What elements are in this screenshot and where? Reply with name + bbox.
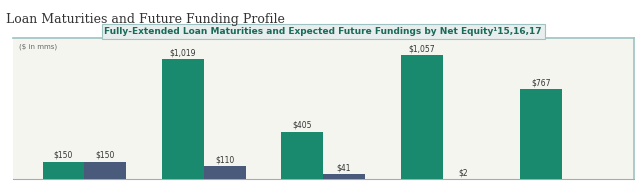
Text: $2: $2 (459, 168, 468, 177)
Bar (84, 161, 126, 179)
Text: $110: $110 (215, 155, 234, 165)
Bar (204, 166, 246, 179)
Text: $150: $150 (54, 151, 73, 160)
Text: $405: $405 (292, 121, 312, 130)
Bar (323, 174, 365, 179)
Text: Loan Maturities and Future Funding Profile: Loan Maturities and Future Funding Profi… (6, 13, 285, 26)
Text: $1,057: $1,057 (408, 44, 435, 53)
Bar (282, 132, 323, 179)
Text: $150: $150 (95, 151, 115, 160)
Bar (43, 161, 84, 179)
Bar (162, 59, 204, 179)
Text: $41: $41 (337, 164, 351, 173)
Text: ($ in mms): ($ in mms) (19, 44, 57, 50)
Bar (401, 55, 443, 179)
Text: $767: $767 (531, 78, 551, 87)
Title: Fully-Extended Loan Maturities and Expected Future Fundings by Net Equity¹15,16,: Fully-Extended Loan Maturities and Expec… (104, 27, 542, 36)
Text: $1,019: $1,019 (170, 49, 196, 58)
Bar (520, 89, 562, 179)
